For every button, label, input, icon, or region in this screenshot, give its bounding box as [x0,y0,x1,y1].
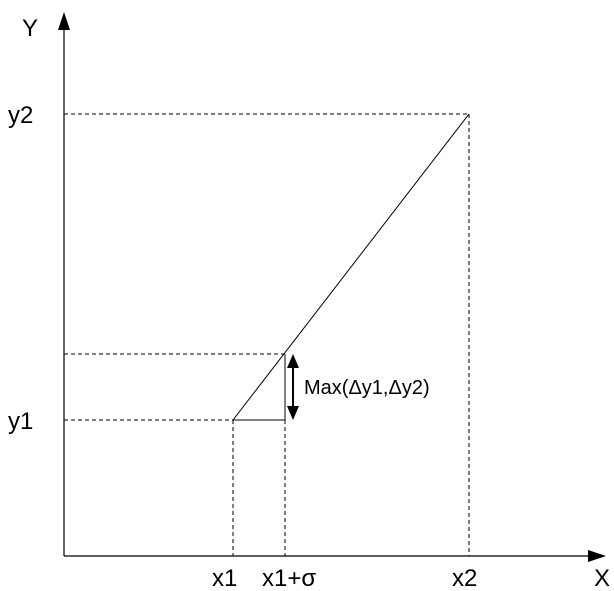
y1-tick-label: y1 [8,408,33,435]
x-axis-arrow [588,550,606,562]
max-arrow-bottom [287,406,299,420]
y-axis-label: Y [22,15,38,42]
max-arrow-top [287,354,299,368]
max-annotation-label: Max(Δy1,Δy2) [304,377,430,399]
x2-tick-label: x2 [452,565,477,591]
y-axis-arrow [58,12,70,30]
x1-tick-label: x1 [212,565,237,591]
main-line [232,113,470,421]
x-axis-label: X [594,565,610,591]
x1-sigma-tick-label: x1+σ [262,565,316,591]
y2-tick-label: y2 [8,102,33,129]
